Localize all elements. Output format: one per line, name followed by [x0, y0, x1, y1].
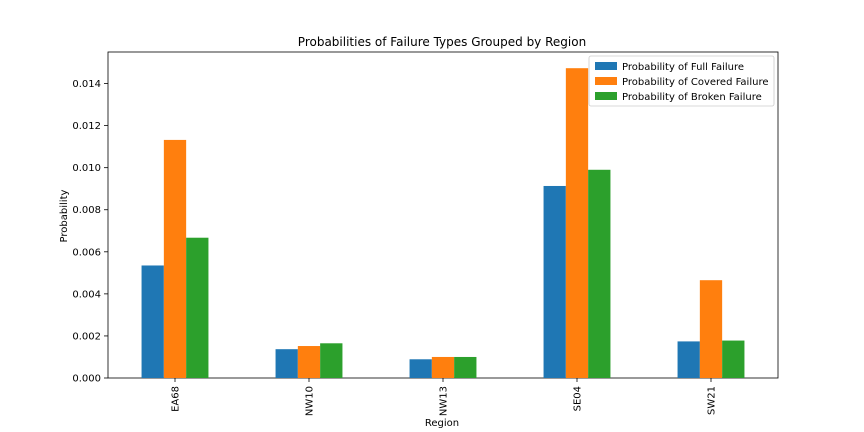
bar-ea68-series-3	[186, 237, 209, 378]
x-tick-label: SW21	[707, 386, 718, 415]
bar-nw10-series-1	[275, 349, 298, 378]
bar-se04-series-2	[565, 68, 589, 379]
bar-nw13-series-2	[431, 356, 455, 378]
legend-label: Probability of Covered Failure	[622, 77, 769, 88]
bar-nw13-series-3	[454, 356, 477, 378]
y-tick-label: 0.012	[72, 121, 101, 132]
bar-sw21-series-3	[722, 340, 745, 378]
bar-nw10-series-2	[297, 346, 321, 378]
legend: Probability of Full Failure Probability o…	[588, 55, 775, 107]
y-tick-label: 0.010	[72, 163, 101, 174]
x-tick-label: NW13	[439, 386, 450, 416]
legend-box	[588, 55, 775, 107]
y-tick-label: 0.002	[72, 331, 101, 342]
y-tick-label: 0.014	[72, 79, 101, 90]
plot-area: 0.000 0.002 0.004 0.006 0.008 0.010 0.012 0.014…	[72, 51, 779, 416]
x-tick-label: SE04	[573, 386, 584, 411]
y-tick-label: 0.004	[72, 289, 101, 300]
x-axis-title: Region	[425, 418, 459, 429]
bar-nw10-series-3	[320, 343, 343, 378]
x-tick-label: EA68	[171, 386, 182, 412]
bar-se04-series-3	[588, 169, 611, 378]
y-tick-label: 0.000	[72, 374, 101, 385]
legend-swatch	[595, 77, 617, 85]
bar-ea68-series-2	[163, 139, 187, 378]
bar-sw21-series-2	[699, 280, 723, 378]
bar-sw21-series-1	[677, 341, 700, 378]
legend-swatch	[595, 92, 617, 100]
legend-label: Probability of Broken Failure	[622, 92, 762, 103]
x-tick-label: NW10	[305, 386, 316, 416]
bar-se04-series-1	[543, 185, 566, 378]
y-axis-title: Probability	[59, 189, 70, 242]
y-tick-label: 0.006	[72, 247, 101, 258]
bar-nw13-series-1	[409, 359, 432, 378]
legend-label: Probability of Full Failure	[622, 62, 744, 73]
y-tick-label: 0.008	[72, 205, 101, 216]
chart-title: Probabilities of Failure Types Grouped b…	[298, 35, 586, 49]
bar-ea68-series-1	[141, 265, 164, 378]
legend-swatch	[595, 62, 617, 70]
